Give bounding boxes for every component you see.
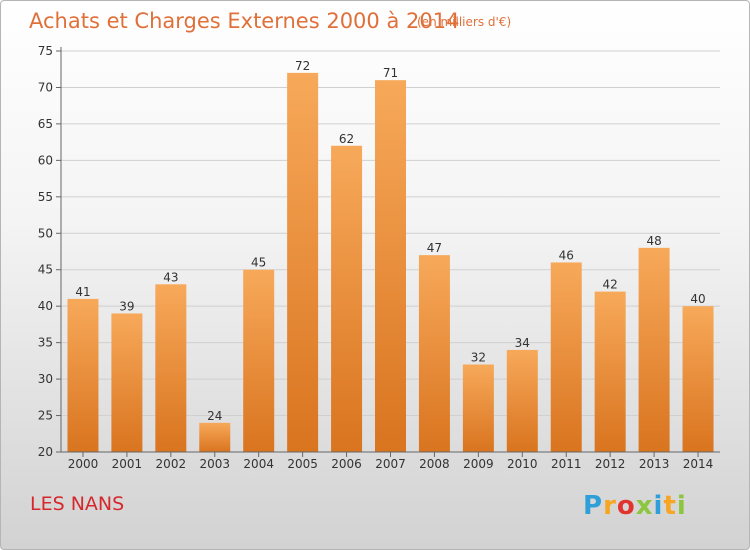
bar-value-label: 32 — [471, 351, 486, 365]
logo-letter: i — [653, 491, 664, 521]
bar — [418, 255, 450, 452]
x-tick-label: 2005 — [287, 457, 318, 471]
x-tick-label: 2011 — [551, 457, 582, 471]
bar — [638, 247, 670, 452]
y-tick-label: 25 — [38, 409, 53, 423]
bar-value-label: 62 — [339, 132, 354, 146]
bar-value-label: 72 — [295, 59, 310, 73]
x-tick-label: 2006 — [331, 457, 362, 471]
x-tick-label: 2012 — [595, 457, 626, 471]
bar-value-label: 47 — [427, 241, 442, 255]
bar-value-label: 43 — [163, 270, 178, 284]
x-tick-label: 2013 — [639, 457, 670, 471]
bar — [594, 291, 626, 452]
bar-value-label: 39 — [119, 299, 134, 313]
bar — [506, 349, 538, 452]
bar-value-label: 46 — [559, 248, 574, 262]
bar-value-label: 48 — [646, 234, 661, 248]
y-tick-label: 60 — [38, 153, 53, 167]
y-tick-label: 65 — [38, 117, 53, 131]
bar — [287, 72, 319, 452]
bar-value-label: 42 — [603, 278, 618, 292]
bar-value-label: 40 — [690, 292, 705, 306]
place-name: LES NANS — [30, 493, 125, 515]
bar — [111, 313, 143, 452]
bar — [199, 422, 231, 452]
bar-value-label: 24 — [207, 409, 222, 423]
y-tick-label: 75 — [38, 44, 53, 58]
bar-value-label: 45 — [251, 256, 266, 270]
logo-letter: o — [616, 491, 636, 521]
bar — [462, 364, 494, 452]
bar — [682, 306, 714, 452]
y-tick-label: 20 — [38, 445, 53, 459]
y-tick-label: 50 — [38, 226, 53, 240]
x-tick-label: 2004 — [243, 457, 274, 471]
axes: 20 25 30 35 40 45 50 55 60 65 70 75 2000 2001 2002 2003… — [38, 44, 720, 471]
y-tick-label: 35 — [38, 336, 53, 350]
x-tick-label: 2003 — [199, 457, 230, 471]
bar — [331, 145, 363, 453]
y-tick-label: 55 — [38, 190, 53, 204]
bar-value-label: 71 — [383, 66, 398, 80]
chart-title: Achats et Charges Externes 2000 à 2014 — [29, 9, 459, 33]
x-tick-label: 2008 — [419, 457, 450, 471]
logo-letter: P — [583, 491, 604, 521]
logo-letter: t — [663, 491, 677, 521]
x-tick-label: 2009 — [463, 457, 494, 471]
bar — [375, 80, 406, 452]
bar — [550, 262, 582, 452]
y-tick-label: 40 — [38, 299, 53, 313]
logo-letter: x — [635, 491, 654, 521]
bar-value-label: 34 — [515, 336, 530, 350]
bar — [243, 269, 275, 452]
proxiti-logo: Proxiti — [583, 491, 687, 521]
x-tick-label: 2002 — [156, 457, 187, 471]
x-tick-label: 2010 — [507, 457, 538, 471]
bar — [155, 284, 187, 452]
y-tick-label: 45 — [38, 263, 53, 277]
x-tick-label: 2014 — [683, 457, 714, 471]
y-tick-label: 70 — [38, 80, 53, 94]
logo-letter: r — [603, 491, 617, 521]
bar-value-label: 41 — [75, 285, 90, 299]
bar — [67, 298, 99, 452]
x-tick-label: 2000 — [68, 457, 99, 471]
logo-letter: i — [676, 491, 687, 521]
y-tick-label: 30 — [38, 372, 53, 386]
x-tick-label: 2007 — [375, 457, 406, 471]
x-tick-label: 2001 — [112, 457, 143, 471]
chart-subtitle: (en milliers d'€) — [417, 15, 511, 29]
bars: 41 39 43 24 45 72 62 71 47 32 34 46 42 48 40 — [67, 59, 714, 453]
